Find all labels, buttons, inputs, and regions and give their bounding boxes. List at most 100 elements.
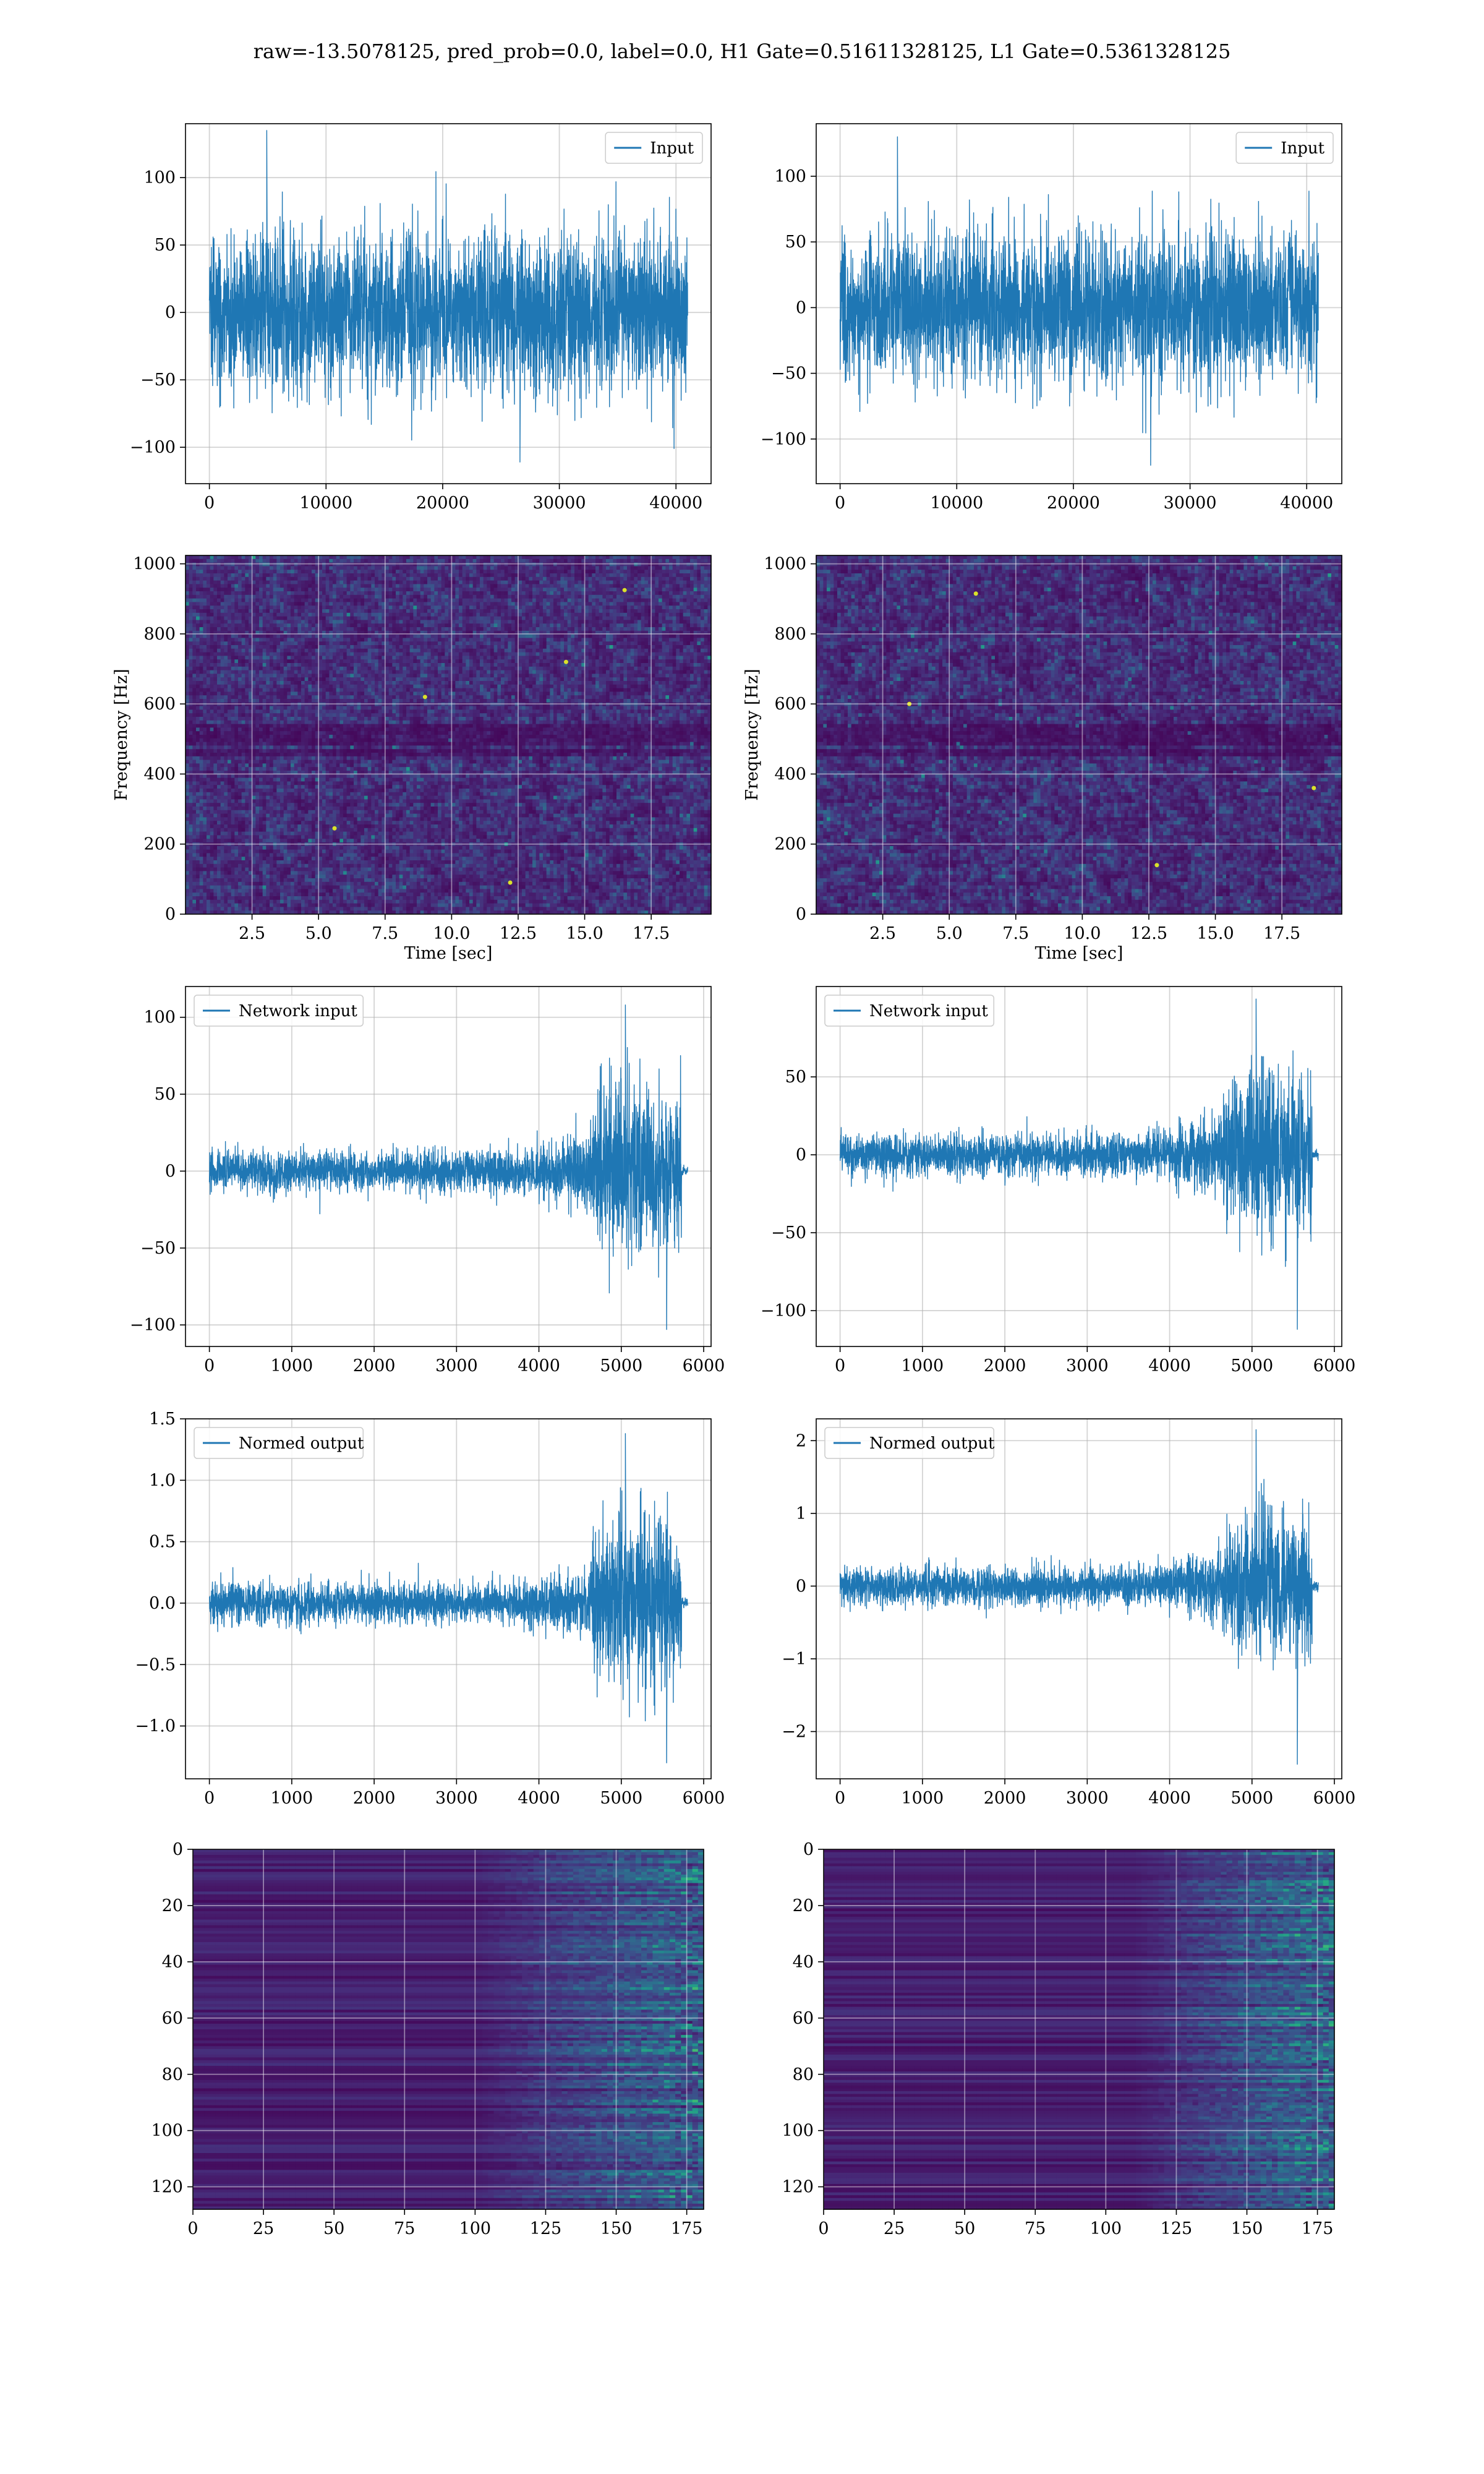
x-tick-label: 0 xyxy=(204,1789,215,1808)
legend-label: Network input xyxy=(239,1002,357,1021)
y-tick-label: −50 xyxy=(140,1239,176,1258)
x-tick-label: 2000 xyxy=(353,1789,396,1808)
x-tick-label: 0 xyxy=(818,2219,829,2238)
y-tick-label: −1.0 xyxy=(135,1717,176,1736)
y-tick-label: 1 xyxy=(796,1504,806,1523)
y-tick-label: 100 xyxy=(143,1008,176,1027)
heatmap-hotspot xyxy=(907,701,912,706)
legend-label: Input xyxy=(1281,139,1324,158)
legend-box xyxy=(1235,132,1334,164)
heatmap-hotspot xyxy=(332,826,337,831)
chart-r5c2: 0 25 50 75 100 125 150 175 0 20 40 60 80 100 120 xyxy=(782,1840,1335,2238)
heatmap-cells xyxy=(193,1849,704,2210)
y-tick-label: 80 xyxy=(162,2065,183,2084)
x-tick-label: 12.5 xyxy=(1130,924,1167,943)
axes-frame xyxy=(192,1849,704,2210)
legend: Normed output xyxy=(194,1427,364,1459)
x-tick-label: 4000 xyxy=(518,1356,560,1376)
x-tick-label: 2.5 xyxy=(869,924,896,943)
heatmap-hotspot xyxy=(1311,785,1316,790)
y-tick-label: 100 xyxy=(151,2121,183,2141)
heatmap-hotspot xyxy=(973,591,978,596)
x-tick-label: 7.5 xyxy=(1002,924,1029,943)
y-tick-label: −100 xyxy=(761,430,806,449)
y-tick-label: 200 xyxy=(143,835,176,854)
y-tick-label: −100 xyxy=(130,1316,176,1335)
x-tick-label: 20000 xyxy=(1047,494,1100,513)
series-line xyxy=(839,1429,1319,1765)
chart-r4c1: 0 1000 2000 3000 4000 5000 6000 −1.0 −0.5 0.0 0.5 1… xyxy=(135,1410,725,1808)
y-axis-label: Frequency [Hz] xyxy=(112,669,131,800)
y-tick-label: −100 xyxy=(761,1301,806,1320)
x-tick-label: 4000 xyxy=(1148,1356,1191,1376)
y-tick-label: 0.5 xyxy=(149,1533,176,1552)
y-tick-label: 60 xyxy=(162,2009,183,2028)
axes-frame xyxy=(816,1418,1342,1779)
x-tick-label: 1000 xyxy=(271,1356,313,1376)
y-tick-label: 0 xyxy=(803,1840,814,1859)
x-tick-label: 20000 xyxy=(416,494,469,513)
x-tick-label: 6000 xyxy=(1313,1789,1356,1808)
chart-r3c2: 0 1000 2000 3000 4000 5000 6000 −100 −50 0 50 Netwo… xyxy=(761,986,1356,1376)
y-tick-label: 1000 xyxy=(133,555,176,574)
chart-r3c1: 0 1000 2000 3000 4000 5000 6000 −100 −50 0 50 100 Ne… xyxy=(130,986,725,1376)
x-tick-label: 15.0 xyxy=(566,924,603,943)
x-tick-label: 2.5 xyxy=(239,924,265,943)
x-tick-label: 0 xyxy=(835,1356,845,1376)
x-tick-label: 4000 xyxy=(1148,1789,1191,1808)
x-tick-label: 1000 xyxy=(902,1789,944,1808)
chart-r1c2: 0 10000 20000 30000 40000 −100 −50 0 50 100 Input xyxy=(761,123,1342,513)
x-tick-label: 175 xyxy=(1302,2219,1334,2238)
chart-r1c1: 0 10000 20000 30000 40000 −100 −50 0 50 100 Input xyxy=(130,123,712,513)
x-tick-label: 6000 xyxy=(1313,1356,1356,1376)
x-tick-label: 100 xyxy=(459,2219,492,2238)
legend-box xyxy=(824,995,995,1027)
x-tick-label: 5.0 xyxy=(936,924,963,943)
x-tick-label: 0 xyxy=(835,1789,845,1808)
x-tick-label: 0 xyxy=(835,494,845,513)
y-tick-label: 400 xyxy=(774,764,806,784)
x-axis-label: Time [sec] xyxy=(1035,944,1124,963)
y-tick-label: 20 xyxy=(162,1896,183,1915)
y-tick-label: −100 xyxy=(130,438,176,457)
series-line xyxy=(208,130,688,463)
y-tick-label: −1 xyxy=(782,1650,806,1669)
y-tick-label: 600 xyxy=(774,695,806,714)
x-tick-label: 1000 xyxy=(902,1356,944,1376)
legend: Input xyxy=(605,132,703,164)
legend: Network input xyxy=(824,995,995,1027)
y-tick-label: 20 xyxy=(793,1896,814,1915)
y-tick-label: 0.0 xyxy=(149,1594,176,1613)
axes-frame xyxy=(185,986,712,1347)
x-tick-label: 75 xyxy=(394,2219,415,2238)
x-tick-label: 5000 xyxy=(600,1789,642,1808)
series-line xyxy=(839,998,1319,1330)
legend-box xyxy=(605,132,703,164)
x-tick-label: 3000 xyxy=(1066,1356,1109,1376)
x-tick-label: 3000 xyxy=(435,1789,478,1808)
x-axis-label: Time [sec] xyxy=(404,944,493,963)
x-tick-label: 2000 xyxy=(984,1356,1026,1376)
y-tick-label: 0 xyxy=(796,1577,806,1596)
x-tick-label: 4000 xyxy=(518,1789,560,1808)
y-tick-label: 100 xyxy=(143,168,176,187)
heatmap-hotspot xyxy=(422,695,427,700)
x-tick-label: 17.5 xyxy=(1263,924,1300,943)
x-tick-label: 25 xyxy=(253,2219,274,2238)
x-tick-label: 5.0 xyxy=(305,924,332,943)
y-tick-label: 80 xyxy=(793,2065,814,2084)
heatmap-cells xyxy=(186,555,712,915)
x-tick-label: 5000 xyxy=(600,1356,642,1376)
chart-r5c1: 0 25 50 75 100 125 150 175 0 20 40 60 80 100 120 xyxy=(151,1840,704,2238)
y-tick-label: 40 xyxy=(162,1953,183,1972)
y-tick-label: 50 xyxy=(155,236,176,255)
x-tick-label: 125 xyxy=(1161,2219,1193,2238)
series-line xyxy=(839,136,1319,466)
y-tick-label: 100 xyxy=(774,167,806,186)
axes-frame xyxy=(185,555,712,915)
x-tick-label: 2000 xyxy=(984,1789,1026,1808)
axes-frame xyxy=(816,555,1342,915)
x-tick-label: 0 xyxy=(204,1356,215,1376)
y-tick-label: 1000 xyxy=(764,555,806,574)
